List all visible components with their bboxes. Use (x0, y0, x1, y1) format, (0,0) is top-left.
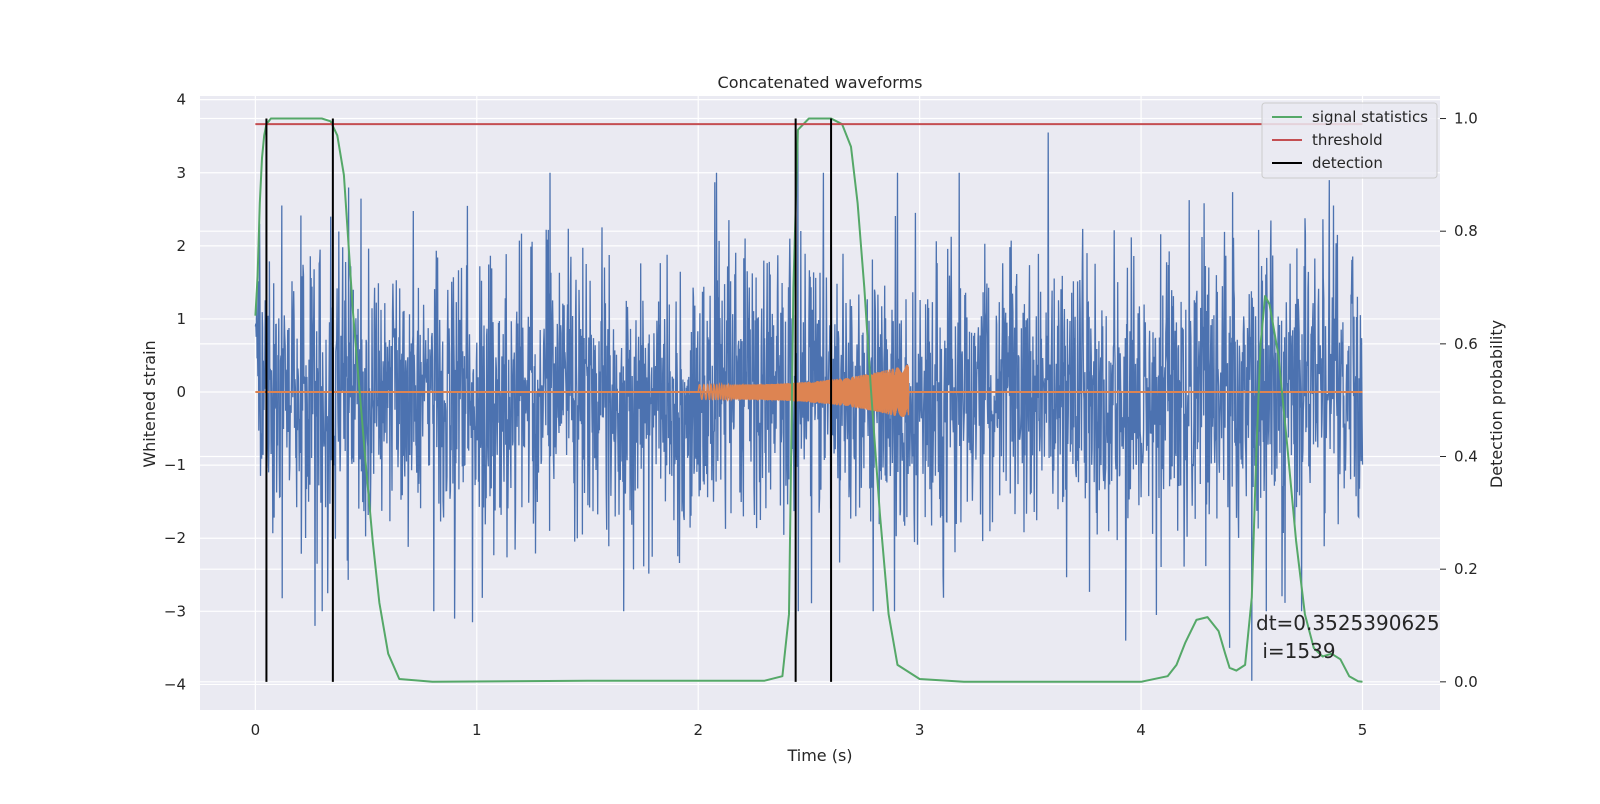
y-tick-label: 0 (176, 383, 186, 401)
legend-box (1261, 102, 1438, 179)
y-tick-label: 1 (176, 310, 186, 328)
y-tick-label: 2 (176, 237, 186, 255)
y2-tick-label: 0.0 (1454, 673, 1478, 691)
chart-title: Concatenated waveforms (718, 73, 923, 92)
y2-tick-label: 0.8 (1454, 222, 1478, 240)
legend: signal statistics threshold detection (1261, 102, 1438, 179)
x-tick-label: 1 (472, 721, 482, 739)
axis-ticks: 0 1 2 3 4 5 −4 −3 −2 −1 0 1 2 3 4 0.0 0.2 0.4 0.6 0.8 1.0 (164, 91, 1478, 739)
x-axis-label: Time (s) (786, 746, 852, 765)
whitened-strain-series (254, 132, 1364, 681)
injected-waveform-chirp (697, 364, 910, 417)
legend-label-threshold: threshold (1312, 131, 1383, 149)
y-tick-label: −3 (164, 602, 186, 620)
y-tick-label: −4 (164, 675, 186, 693)
annotation-dt: dt=0.3525390625 (1256, 611, 1440, 635)
probability-series (254, 117, 1363, 683)
y-axis-label: Whitened strain (140, 340, 159, 467)
legend-label-signal-statistics: signal statistics (1312, 108, 1428, 126)
y-tick-label: 3 (176, 164, 186, 182)
y2-axis-label: Detection probability (1487, 320, 1506, 488)
legend-label-detection: detection (1312, 154, 1383, 172)
x-tick-label: 2 (693, 721, 703, 739)
whitened-strain-line (254, 132, 1364, 681)
annotation-index: i=1539 (1256, 639, 1336, 663)
x-tick-label: 3 (915, 721, 925, 739)
annotation: dt=0.3525390625 i=1539 (1256, 611, 1440, 663)
y-tick-label: −2 (164, 529, 186, 547)
x-tick-label: 4 (1136, 721, 1146, 739)
y2-tick-label: 0.6 (1454, 335, 1478, 353)
y2-tick-label: 0.4 (1454, 448, 1478, 466)
y2-tick-label: 0.2 (1454, 560, 1478, 578)
signal-statistics-line (254, 117, 1363, 683)
x-tick-label: 5 (1358, 721, 1368, 739)
y-tick-label: 4 (176, 91, 186, 109)
y-tick-label: −1 (164, 456, 186, 474)
y2-tick-label: 1.0 (1454, 110, 1478, 128)
injected-waveform-series (255, 364, 1363, 417)
x-tick-label: 0 (251, 721, 261, 739)
